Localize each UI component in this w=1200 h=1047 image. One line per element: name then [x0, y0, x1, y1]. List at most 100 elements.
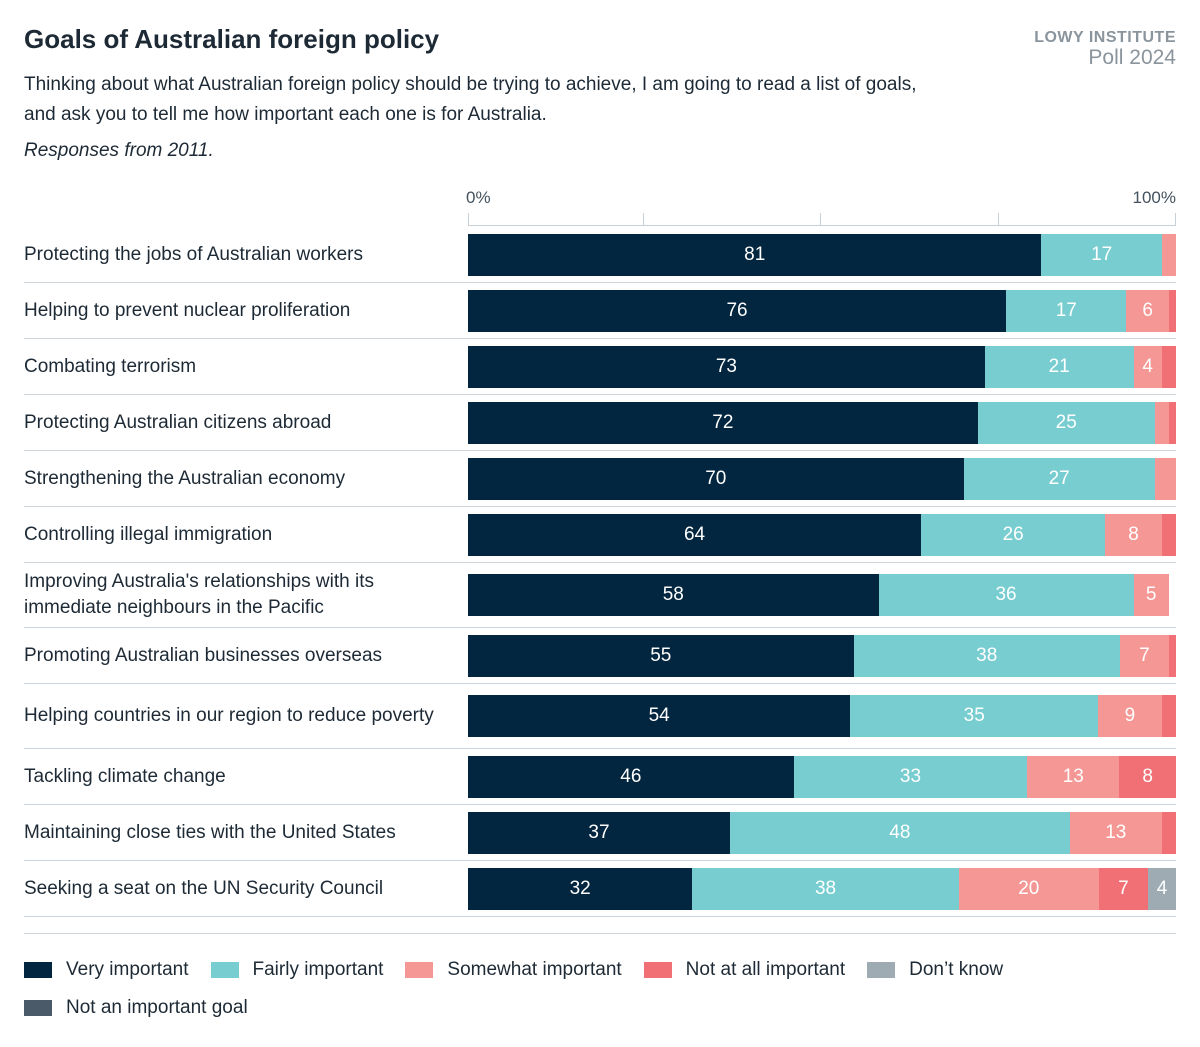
data-label: 20 [1018, 877, 1040, 899]
legend-swatch [867, 962, 896, 978]
bar-segment-somewhat-important [1154, 457, 1176, 500]
bar-segment-don-t-know: 4 [1147, 867, 1176, 910]
legend-swatch [24, 962, 52, 978]
bar-segment-very-important: 72 [468, 401, 978, 444]
bar-segment-fairly-important: 38 [853, 634, 1120, 677]
category-label: Protecting the jobs of Australian worker… [24, 243, 364, 265]
data-label: 26 [1002, 523, 1024, 545]
legend-item: Somewhat important [405, 958, 622, 982]
bar-segment-very-important: 46 [468, 755, 794, 798]
stacked-bar: 72 25 [468, 401, 1176, 444]
data-label: 4 [1142, 355, 1153, 377]
bar-segment-somewhat-important: 9 [1098, 695, 1162, 737]
data-label: 37 [588, 821, 610, 843]
legend-label: Don’t know [909, 959, 1004, 980]
data-label: 13 [1062, 765, 1084, 787]
bar-segment-very-important: 81 [468, 233, 1042, 276]
bar-row: Strengthening the Australian economy 70 27 [24, 451, 1176, 507]
data-label: 48 [889, 821, 911, 843]
bar-segment-not-at-all-important [1168, 401, 1176, 444]
bar-segment-very-important: 64 [468, 513, 922, 556]
category-label: Helping to prevent nuclear proliferation [24, 299, 351, 321]
bar-segment-fairly-important: 48 [729, 811, 1070, 854]
bar-segment-fairly-important: 25 [977, 401, 1155, 444]
gridline [468, 213, 469, 225]
data-label: 13 [1105, 821, 1127, 843]
bar-segment-fairly-important: 35 [850, 695, 1099, 737]
bar-segment-fairly-important: 21 [984, 345, 1134, 388]
bar-row: Protecting Australian citizens abroad 72 2… [24, 395, 1176, 451]
bar-row: Controlling illegal immigration 64 26 8 [24, 507, 1176, 563]
category-label: Promoting Australian businesses overseas [24, 644, 383, 666]
data-label: 17 [1055, 299, 1077, 321]
bar-segment-not-at-all-important [1168, 634, 1176, 677]
bar-segment-fairly-important: 27 [963, 457, 1155, 500]
stacked-bar: 81 17 [468, 233, 1176, 276]
category-label: Controlling illegal immigration [24, 523, 273, 545]
bar-segment-very-important: 70 [468, 457, 964, 500]
stacked-bar: 46 33 13 8 [468, 755, 1176, 798]
data-label: 73 [715, 355, 737, 377]
bar-segment-somewhat-important [1154, 401, 1169, 444]
brand-logo: LOWY INSTITUTE Poll 2024 [1034, 29, 1176, 69]
axis-line [468, 225, 1176, 226]
bar-segment-very-important: 32 [468, 867, 693, 910]
bar-segment-fairly-important: 17 [1006, 289, 1127, 332]
legend: Very important Fairly important Somewhat i… [24, 933, 1176, 1020]
category-label: Tackling climate change [24, 765, 226, 787]
data-label: 46 [620, 765, 642, 787]
bar-segment-somewhat-important [1161, 233, 1176, 276]
bar-segment-not-at-all-important [1168, 289, 1176, 332]
bar-row: Combating terrorism 73 21 4 [24, 339, 1176, 395]
gridline [643, 213, 644, 225]
bar-segment-very-important: 73 [468, 345, 985, 388]
bar-segment-somewhat-important: 7 [1119, 634, 1169, 677]
bar-segment-somewhat-important: 13 [1069, 811, 1162, 854]
bar-segment-very-important: 58 [468, 574, 879, 616]
legend-swatch [210, 962, 239, 978]
data-label: 81 [744, 243, 766, 265]
data-label: 5 [1145, 584, 1157, 605]
bar-row: Helping countries in our region to reduc… [24, 684, 1176, 749]
bar-segment-fairly-important: 17 [1041, 233, 1162, 276]
bar-segment-somewhat-important: 20 [958, 867, 1099, 910]
data-label: 8 [1128, 523, 1139, 545]
bar-segment-somewhat-important: 4 [1133, 345, 1162, 388]
legend-swatch [24, 1000, 52, 1016]
bar-segment-somewhat-important: 13 [1027, 755, 1120, 798]
bar-segment-very-important: 76 [468, 289, 1007, 332]
bar-row: Tackling climate change 46 33 13 8 [24, 749, 1176, 805]
data-label: 38 [976, 644, 998, 666]
data-label: 32 [569, 877, 591, 899]
legend-swatch [643, 962, 672, 978]
bar-segment-very-important: 37 [468, 811, 730, 854]
stacked-bar: 55 38 7 [468, 634, 1176, 677]
brand-name: LOWY INSTITUTE [1034, 29, 1176, 46]
data-label: 72 [712, 411, 734, 433]
category-label: Combating terrorism [24, 355, 197, 377]
chart-note: Responses from 2011. [24, 140, 214, 161]
bar-row: Promoting Australian businesses overseas… [24, 628, 1176, 684]
data-label: 76 [726, 299, 748, 321]
legend-label: Fairly important [252, 959, 384, 980]
stacked-bar: 32 38 20 7 4 [468, 867, 1176, 910]
category-label: Improving Australia's relationships with… [24, 571, 374, 618]
bar-segment-not-at-all-important [1161, 345, 1176, 388]
bar-segment-not-at-all-important [1161, 695, 1176, 737]
bar-row: Seeking a seat on the UN Security Counci… [24, 861, 1176, 917]
tick-label-100: 100% [1132, 188, 1176, 207]
bar-segment-not-at-all-important [1161, 513, 1176, 556]
bar-segment-fairly-important: 38 [692, 867, 959, 910]
data-label: 27 [1048, 467, 1070, 489]
bar-segment-fairly-important: 26 [921, 513, 1106, 556]
data-label: 58 [662, 584, 684, 605]
data-label: 35 [963, 705, 985, 726]
data-label: 64 [683, 523, 706, 545]
data-label: 25 [1055, 411, 1077, 433]
stacked-bar: 37 48 13 [468, 811, 1176, 854]
data-label: 4 [1156, 877, 1168, 899]
data-label: 7 [1139, 644, 1150, 666]
bar-segment-somewhat-important: 8 [1105, 513, 1162, 556]
data-label: 38 [814, 877, 837, 899]
data-label: 17 [1091, 243, 1113, 265]
